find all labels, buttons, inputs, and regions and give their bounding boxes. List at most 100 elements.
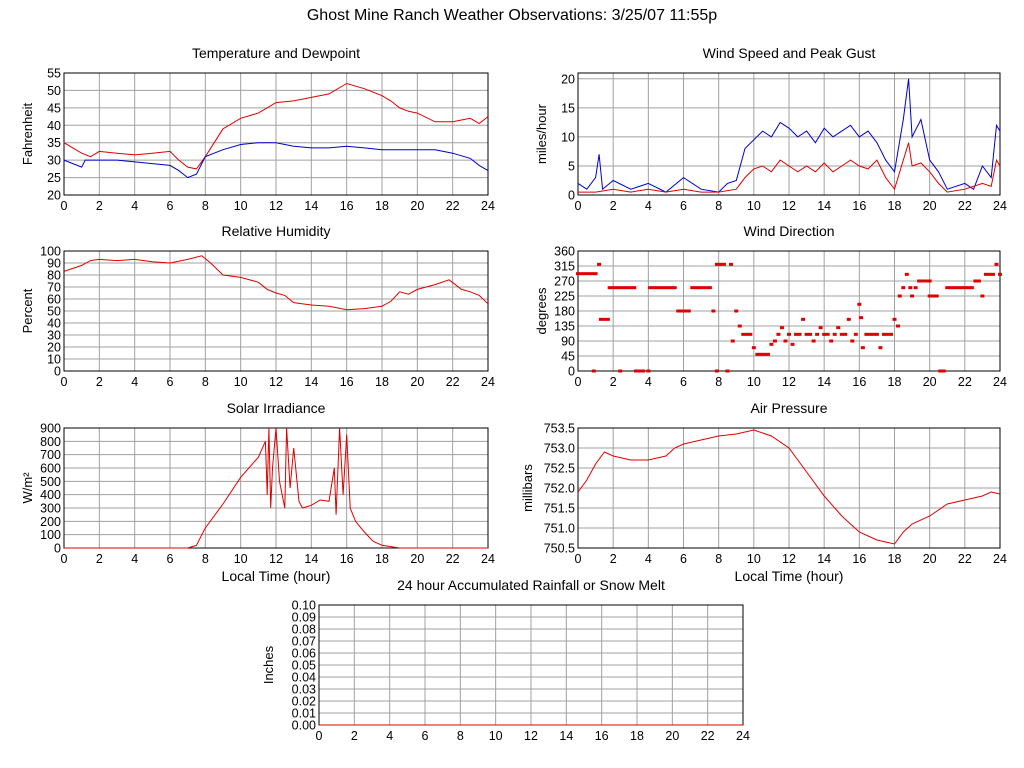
x-tick-label: 10 <box>234 199 248 213</box>
chart-rain: 0 2 4 6 8 10 12 14 16 18 20 22 240.000.010.020.030.0… <box>261 577 750 743</box>
data-point <box>927 294 932 298</box>
y-tick-label: 800 <box>40 435 61 449</box>
y-tick-label: 20 <box>561 72 575 86</box>
chart-title: Relative Humidity <box>222 223 331 239</box>
data-point <box>628 286 633 290</box>
y-tick-label: 90 <box>47 257 61 271</box>
data-point <box>690 286 695 290</box>
x-tick-label: 4 <box>386 729 393 743</box>
x-tick-label: 16 <box>852 199 866 213</box>
x-tick-label: 12 <box>269 375 283 389</box>
y-tick-label: 70 <box>47 281 61 295</box>
x-tick-label: 24 <box>481 375 495 389</box>
x-tick-label: 20 <box>410 552 424 566</box>
chart-title: Solar Irradiance <box>227 400 326 416</box>
y-tick-label: 25 <box>47 171 61 185</box>
x-tick-label: 12 <box>782 552 796 566</box>
x-tick-label: 2 <box>610 375 617 389</box>
data-point <box>846 317 851 321</box>
data-point <box>725 369 730 373</box>
data-point <box>772 339 777 343</box>
series-line-0 <box>577 429 1001 545</box>
data-point <box>864 332 869 336</box>
data-point <box>794 332 799 336</box>
plot-frame <box>577 72 1001 196</box>
x-tick-label: 20 <box>410 375 424 389</box>
y-tick-label: 20 <box>47 189 61 203</box>
y-tick-label: 10 <box>561 130 575 144</box>
y-tick-label: 200 <box>40 515 61 529</box>
data-point <box>983 272 988 276</box>
x-tick-label: 6 <box>167 375 174 389</box>
chart-title: Wind Direction <box>743 223 834 239</box>
y-tick-label: 40 <box>47 317 61 331</box>
chart-solar: 0 2 4 6 8 10 12 14 16 18 20 22 240100200300400500600… <box>20 400 495 584</box>
data-point <box>637 369 642 373</box>
x-tick-label: 6 <box>422 729 429 743</box>
data-point <box>625 286 630 290</box>
data-point <box>762 352 767 356</box>
data-point <box>839 332 844 336</box>
data-point <box>948 286 953 290</box>
data-point <box>853 332 858 336</box>
x-tick-label: 0 <box>316 729 323 743</box>
x-tick-label: 10 <box>234 552 248 566</box>
y-tick-label: 0.10 <box>292 599 316 613</box>
data-point <box>822 332 827 336</box>
y-tick-label: 60 <box>47 293 61 307</box>
plot-frame <box>63 72 489 196</box>
data-point <box>744 332 749 336</box>
x-tick-label: 20 <box>923 199 937 213</box>
y-tick-label: 80 <box>47 269 61 283</box>
y-tick-label: 5 <box>568 159 575 173</box>
x-tick-label: 12 <box>782 199 796 213</box>
data-point <box>686 309 691 313</box>
data-point <box>776 332 781 336</box>
data-point <box>990 272 995 276</box>
x-tick-label: 14 <box>817 552 831 566</box>
data-point <box>737 324 742 328</box>
chart-press: 0 2 4 6 8 10 12 14 16 18 20 22 24750.5751.0751.5752.… <box>520 400 1007 584</box>
y-tick-label: 40 <box>47 119 61 133</box>
x-tick-label: 8 <box>715 199 722 213</box>
data-point <box>593 272 598 276</box>
x-tick-label: 16 <box>340 199 354 213</box>
x-tick-label: 14 <box>304 199 318 213</box>
data-point <box>665 286 670 290</box>
data-point <box>938 369 943 373</box>
data-point <box>605 317 610 321</box>
data-point <box>634 369 639 373</box>
data-point <box>683 309 688 313</box>
x-tick-label: 18 <box>888 375 902 389</box>
data-point <box>598 317 603 321</box>
x-tick-label: 20 <box>923 552 937 566</box>
chart-title: Air Pressure <box>750 400 827 416</box>
x-tick-label: 16 <box>340 375 354 389</box>
data-point <box>994 262 999 266</box>
x-tick-label: 16 <box>852 375 866 389</box>
x-tick-label: 14 <box>559 729 573 743</box>
x-tick-label: 20 <box>665 729 679 743</box>
data-point <box>597 262 602 266</box>
x-tick-label: 22 <box>958 199 972 213</box>
y-tick-label: 753.5 <box>544 422 575 436</box>
y-tick-label: 55 <box>47 67 61 81</box>
data-point <box>924 279 929 283</box>
x-tick-label: 0 <box>575 375 582 389</box>
y-axis-label: millibars <box>520 464 535 512</box>
chart-title: Temperature and Dewpoint <box>192 45 360 61</box>
x-tick-label: 18 <box>375 552 389 566</box>
data-point <box>676 309 681 313</box>
data-point <box>751 346 756 350</box>
x-tick-label: 18 <box>375 375 389 389</box>
data-point <box>913 286 918 290</box>
x-tick-label: 16 <box>595 729 609 743</box>
data-point <box>651 286 656 290</box>
data-point <box>621 286 626 290</box>
x-tick-label: 2 <box>610 552 617 566</box>
data-point <box>586 272 591 276</box>
chart-temp: 0 2 4 6 8 10 12 14 16 18 20 22 242025303540455055Tem… <box>20 45 495 213</box>
data-point <box>904 272 909 276</box>
